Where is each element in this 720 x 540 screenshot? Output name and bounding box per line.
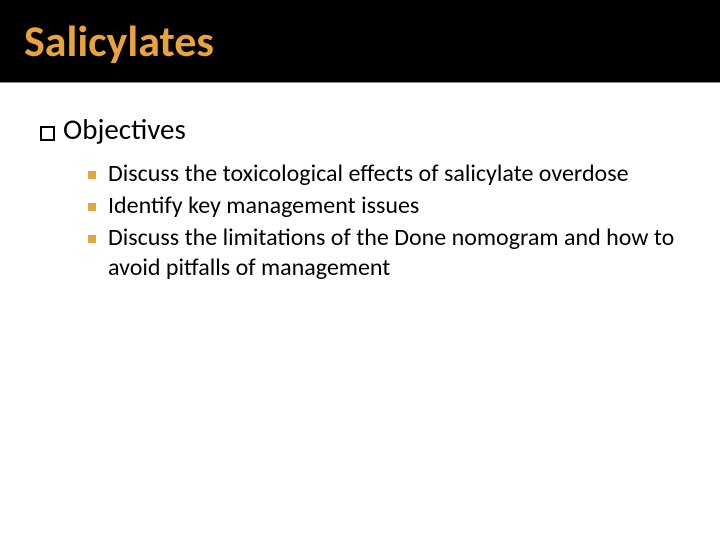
slide-title: Salicylates [24, 14, 720, 68]
title-bar: Salicylates [0, 0, 720, 83]
bullet-text: Discuss the limitations of the Done nomo… [108, 223, 680, 283]
bullet-text: Discuss the toxicological effects of sal… [108, 159, 629, 189]
square-bullet-icon [88, 171, 96, 179]
list-item: Discuss the toxicological effects of sal… [88, 159, 680, 189]
list-item: Identify key management issues [88, 191, 680, 221]
square-bullet-icon [88, 203, 96, 211]
list-item: Discuss the limitations of the Done nomo… [88, 223, 680, 283]
slide-body: Objectives Discuss the toxicological eff… [0, 83, 720, 283]
bullet-text: Identify key management issues [108, 191, 419, 221]
bullet-list: Discuss the toxicological effects of sal… [88, 159, 680, 283]
square-bullet-icon [88, 235, 96, 243]
heading-line: Objectives [40, 111, 680, 147]
hollow-square-icon [40, 126, 55, 141]
heading-text: Objectives [63, 111, 186, 147]
